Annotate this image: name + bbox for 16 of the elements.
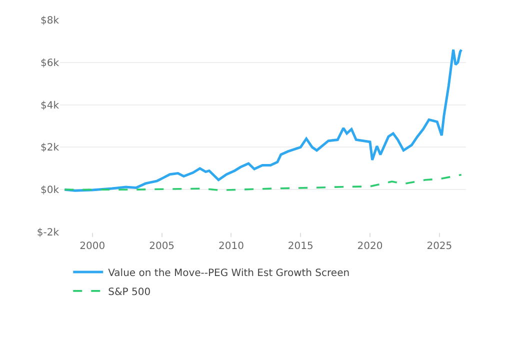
- x-tick-label: 2000: [80, 241, 106, 252]
- x-tick-label: 2005: [149, 241, 175, 252]
- y-tick-label: $4k: [40, 100, 60, 112]
- legend-label: Value on the Move--PEG With Est Growth Screen: [108, 268, 350, 279]
- y-tick-label: $8k: [40, 16, 60, 26]
- x-tick-label: 2015: [288, 241, 314, 252]
- y-tick-label: $-2k: [36, 228, 60, 238]
- x-tick-label: 2020: [357, 241, 383, 252]
- line-series: [64, 174, 462, 192]
- line-series: [63, 48, 463, 192]
- y-tick-label: $2k: [40, 142, 60, 154]
- x-tick-label: 2025: [426, 241, 452, 252]
- y-tick-label: $0k: [40, 185, 60, 196]
- x-tick-label: 2010: [218, 241, 244, 252]
- legend-label: S&P 500: [108, 286, 151, 298]
- y-tick-label: $6k: [40, 58, 60, 69]
